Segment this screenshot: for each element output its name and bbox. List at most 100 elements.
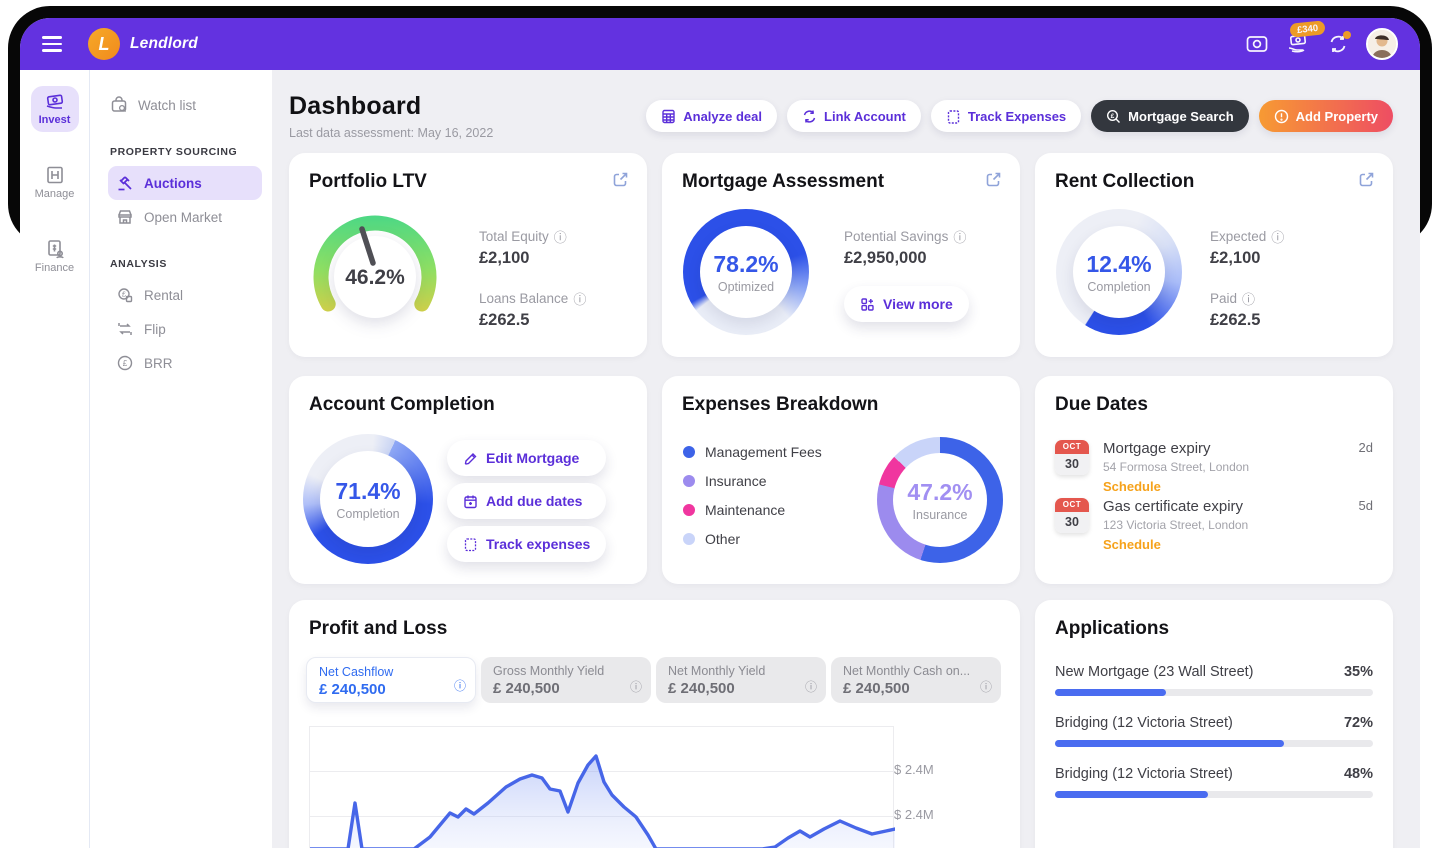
stat-label: Total Equity ⓘ <box>479 229 567 245</box>
rail-label: Invest <box>38 114 71 126</box>
analyze-deal-button[interactable]: Analyze deal <box>646 100 778 132</box>
app-window: L Lendlord £340 <box>20 18 1420 848</box>
legend-item: Insurance <box>683 473 822 489</box>
expenses-donut: 47.2% Insurance <box>877 437 1003 563</box>
external-link-icon[interactable] <box>1358 171 1375 188</box>
profit-loss-card: Profit and Loss Net Cashflow £ 240,500 ⓘ… <box>289 600 1020 848</box>
info-icon[interactable]: ⓘ <box>1271 230 1285 245</box>
hamburger-menu-icon[interactable] <box>42 36 62 52</box>
schedule-link[interactable]: Schedule <box>1103 479 1161 494</box>
donut-percent: 47.2% <box>907 478 973 505</box>
info-icon[interactable]: ⓘ <box>804 680 817 694</box>
card-title: Mortgage Assessment <box>682 171 885 192</box>
info-icon[interactable]: ⓘ <box>1242 292 1256 307</box>
progress-fill <box>1055 740 1284 747</box>
topbar: L Lendlord £340 <box>20 18 1420 70</box>
legend-dot <box>683 533 695 545</box>
stat-label: Potential Savings ⓘ <box>844 229 967 245</box>
external-link-icon[interactable] <box>985 171 1002 188</box>
track-expenses-mini-button[interactable]: Track expenses <box>447 526 607 562</box>
sidebar-item-flip[interactable]: Flip <box>108 312 262 346</box>
button-label: Link Account <box>824 108 906 124</box>
info-icon[interactable]: ⓘ <box>453 679 466 693</box>
ltv-gauge: 46.2% <box>313 215 437 318</box>
cashback-icon[interactable]: £340 <box>1286 20 1326 54</box>
info-icon[interactable]: ⓘ <box>979 680 992 694</box>
button-label: View more <box>883 296 953 312</box>
page-head: Dashboard Last data assessment: May 16, … <box>289 92 493 140</box>
tab-net-monthly-cash[interactable]: Net Monthly Cash on... £ 240,500 ⓘ <box>831 657 1001 703</box>
legend-dot <box>683 475 695 487</box>
due-in-days: 5d <box>1358 498 1373 513</box>
pl-chart-plot <box>309 726 895 848</box>
pl-tabs: Net Cashflow £ 240,500 ⓘ Gross Monthly Y… <box>306 657 1001 703</box>
notification-dot <box>1343 31 1351 39</box>
y-axis-label: $ 2.4M <box>894 762 934 777</box>
section-analysis: ANALYSIS <box>110 258 167 270</box>
view-more-button[interactable]: View more <box>844 286 969 322</box>
card-title: Expenses Breakdown <box>682 394 879 415</box>
tab-net-monthly-yield[interactable]: Net Monthly Yield £ 240,500 ⓘ <box>656 657 826 703</box>
rail-item-invest[interactable]: Invest <box>30 86 79 132</box>
screen-record-icon[interactable] <box>1246 35 1268 53</box>
avatar[interactable] <box>1366 28 1398 60</box>
add-due-dates-button[interactable]: Add due dates <box>447 483 607 519</box>
pl-area-chart <box>310 754 895 848</box>
donut-percent: 71.4% <box>335 477 401 504</box>
lendlord-logo[interactable]: L <box>88 28 120 60</box>
sidebar-item-auctions[interactable]: Auctions <box>108 166 262 200</box>
account-completion-card: Account Completion 71.4% Completion Edit… <box>289 376 647 584</box>
rail-item-finance[interactable]: Finance <box>31 232 79 280</box>
legend-item: Other <box>683 531 822 547</box>
application-item: Bridging (12 Victoria Street) 48% <box>1055 766 1373 798</box>
progress-fill <box>1055 791 1208 798</box>
sidebar-item-label: Auctions <box>144 175 202 191</box>
application-item: New Mortgage (23 Wall Street) 35% <box>1055 664 1373 696</box>
schedule-link[interactable]: Schedule <box>1103 537 1161 552</box>
nav-rail: Invest Manage Finance <box>20 70 90 848</box>
info-icon[interactable]: ⓘ <box>953 230 967 245</box>
add-property-button[interactable]: Add Property <box>1258 100 1393 132</box>
svg-text:£: £ <box>1111 113 1115 120</box>
due-title: Gas certificate expiry <box>1103 498 1244 515</box>
track-expenses-button[interactable]: Track Expenses <box>930 100 1082 132</box>
sync-icon[interactable] <box>1328 31 1351 54</box>
info-icon[interactable]: ⓘ <box>629 680 642 694</box>
due-address: 123 Victoria Street, London <box>1103 518 1249 532</box>
due-in-days: 2d <box>1358 440 1373 455</box>
sidebar-item-watch-list[interactable]: Watch list <box>102 88 262 122</box>
donut-label: Completion <box>336 506 400 521</box>
sidebar-item-brr[interactable]: £ BRR <box>108 346 262 380</box>
mortgage-assessment-card: Mortgage Assessment 78.2% Optimized <box>662 153 1020 357</box>
button-label: Mortgage Search <box>1128 108 1234 124</box>
button-label: Analyze deal <box>683 108 763 124</box>
portfolio-ltv-card: Portfolio LTV <box>289 153 647 357</box>
section-property-sourcing: PROPERTY SOURCING <box>110 146 238 158</box>
calendar-icon <box>464 495 477 508</box>
application-percent: 35% <box>1343 664 1373 680</box>
rail-item-manage[interactable]: Manage <box>31 158 79 206</box>
info-icon[interactable]: ⓘ <box>573 292 587 307</box>
sidebar-item-label: Rental <box>144 287 184 303</box>
legend-dot <box>683 504 695 516</box>
clipboard-icon <box>464 537 477 551</box>
sidebar-item-open-market[interactable]: Open Market <box>108 200 262 234</box>
mortgage-search-button[interactable]: £ Mortgage Search <box>1091 100 1249 132</box>
application-percent: 48% <box>1343 766 1373 782</box>
edit-mortgage-button[interactable]: Edit Mortgage <box>447 440 607 476</box>
grid-plus-icon <box>861 297 874 311</box>
sidebar-item-rental[interactable]: £ Rental <box>108 278 262 312</box>
sidebar-item-label: Watch list <box>138 97 197 113</box>
sidebar-item-label: Flip <box>144 321 166 337</box>
stat-value: £262.5 <box>1210 311 1261 329</box>
application-item: Bridging (12 Victoria Street) 72% <box>1055 715 1373 747</box>
donut-percent: 12.4% <box>1086 250 1152 277</box>
tab-gross-monthly-yield[interactable]: Gross Monthly Yield £ 240,500 ⓘ <box>481 657 651 703</box>
button-label: Edit Mortgage <box>486 450 580 466</box>
card-title: Account Completion <box>309 394 495 415</box>
external-link-icon[interactable] <box>612 171 629 188</box>
info-icon[interactable]: ⓘ <box>553 230 567 245</box>
link-account-button[interactable]: Link Account <box>787 100 921 132</box>
tab-net-cashflow[interactable]: Net Cashflow £ 240,500 ⓘ <box>306 657 476 703</box>
